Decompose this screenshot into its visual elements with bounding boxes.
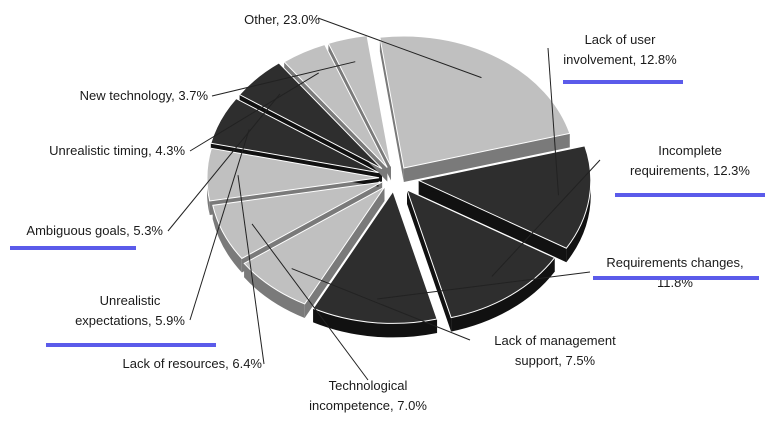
pie-slice xyxy=(312,190,438,324)
slice-label-line: incompetence, 7.0% xyxy=(309,398,427,413)
pie-slice-side xyxy=(244,263,305,318)
leader-line xyxy=(211,61,356,97)
pie-slice xyxy=(283,43,388,168)
highlight-underline xyxy=(563,80,683,84)
leader-line xyxy=(237,175,265,365)
slice-label: New technology, 3.7% xyxy=(80,88,209,103)
pie-slice xyxy=(210,97,379,174)
leader-line xyxy=(167,93,281,232)
slice-label-line: Unrealistic xyxy=(100,293,161,308)
pie-slice xyxy=(406,189,556,319)
leader-line xyxy=(491,159,601,277)
pie-slice-edge xyxy=(379,37,404,182)
pie-slice xyxy=(243,186,385,305)
slice-tops-layer xyxy=(206,35,592,324)
slice-label-line: involvement, 12.8% xyxy=(563,52,677,67)
slice-label-line: support, 7.5% xyxy=(515,353,596,368)
slice-label: Unrealistic expectations, 5.9% xyxy=(75,293,185,328)
pie-slice-side xyxy=(566,180,591,263)
leader-line xyxy=(189,72,319,152)
leader-line xyxy=(189,129,250,321)
leader-line xyxy=(317,17,482,79)
pie-slice-edge xyxy=(304,187,385,318)
slice-label-line: Lack of user xyxy=(585,32,656,47)
slice-label-line: Ambiguous goals, 5.3% xyxy=(26,223,163,238)
pie-slice xyxy=(238,62,383,170)
pie-slice xyxy=(417,145,592,249)
leader-line xyxy=(547,47,559,196)
highlight-underline xyxy=(593,276,759,280)
leader-lines-layer xyxy=(167,17,601,381)
slice-label-line: expectations, 5.9% xyxy=(75,313,185,328)
pie-slice xyxy=(206,147,380,202)
pie-slice xyxy=(212,181,383,260)
slice-label-line: Incomplete xyxy=(658,143,722,158)
slice-label-line: Requirements changes, xyxy=(606,255,743,270)
pie-slice-side xyxy=(212,205,242,273)
slice-label-line: Lack of resources, 6.4% xyxy=(123,356,263,371)
slice-label-line: requirements, 12.3% xyxy=(630,163,750,178)
slice-label: Unrealistic timing, 4.3% xyxy=(49,143,185,158)
slice-label: Requirements changes, 11.8% xyxy=(606,255,743,290)
leader-line xyxy=(377,271,591,300)
slice-label: Lack of resources, 6.4% xyxy=(123,356,263,371)
pie-slice-edge xyxy=(418,180,567,263)
pie-slice-side xyxy=(451,257,555,332)
slice-label-line: New technology, 3.7% xyxy=(80,88,209,103)
highlight-underline xyxy=(10,246,136,250)
slice-label: Lack of management support, 7.5% xyxy=(494,333,616,368)
slice-label: Technological incompetence, 7.0% xyxy=(309,378,427,413)
slice-label: Incomplete requirements, 12.3% xyxy=(630,143,750,178)
highlight-underline xyxy=(46,343,216,347)
slice-label-line: Unrealistic timing, 4.3% xyxy=(49,143,185,158)
pie-slice-edge xyxy=(407,189,452,332)
pie-slice-edge xyxy=(403,133,570,182)
slice-label-line: Other, 23.0% xyxy=(244,12,320,27)
slice-label-line: Lack of management xyxy=(494,333,616,348)
slice-label: Ambiguous goals, 5.3% xyxy=(26,223,163,238)
leader-line xyxy=(251,223,369,381)
slice-label: Other, 23.0% xyxy=(244,12,320,27)
highlight-underlines-layer xyxy=(10,80,765,347)
highlight-underline xyxy=(615,193,765,197)
pie-slice xyxy=(379,35,571,169)
slice-label: Lack of user involvement, 12.8% xyxy=(563,32,677,67)
slice-label-line: Technological xyxy=(329,378,408,393)
leader-line xyxy=(291,268,471,341)
